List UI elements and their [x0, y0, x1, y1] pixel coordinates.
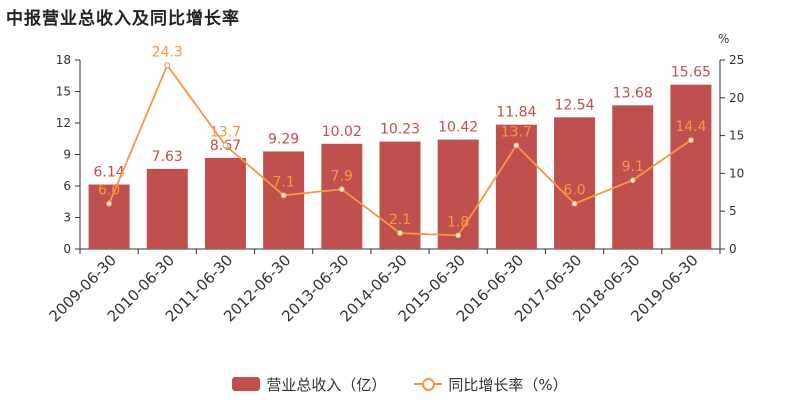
bar: [612, 105, 654, 249]
growth-point: [455, 232, 462, 239]
legend-item-growth[interactable]: 同比增长率（%）: [414, 374, 568, 395]
growth-value-label: 1.8: [447, 214, 469, 230]
y-left-tick-label: 18: [56, 53, 71, 67]
growth-point: [164, 62, 171, 69]
bar-value-label: 7.63: [152, 149, 183, 165]
y-right-tick-label: 25: [729, 53, 744, 67]
y-left-tick-label: 0: [63, 242, 71, 256]
bar-value-label: 11.84: [496, 105, 536, 121]
legend-label-growth: 同比增长率（%）: [448, 375, 568, 394]
growth-value-label: 7.1: [273, 174, 295, 190]
bar-value-label: 13.68: [613, 85, 653, 101]
bar-value-label: 15.65: [671, 65, 711, 81]
growth-point: [629, 177, 636, 184]
bar-value-label: 6.14: [94, 165, 125, 181]
y-left-tick-label: 6: [63, 179, 71, 193]
growth-point: [106, 200, 113, 207]
bar-value-label: 9.29: [268, 131, 299, 147]
y-left-tick-label: 15: [56, 85, 71, 99]
legend-bar-swatch-icon: [232, 377, 261, 391]
growth-point: [687, 137, 694, 144]
growth-value-label: 13.7: [501, 124, 532, 140]
y-left-tick-label: 3: [63, 211, 71, 225]
y-left-tick-label: 9: [63, 148, 71, 162]
y-right-unit-label: %: [718, 32, 729, 46]
legend-label-revenue: 营业总收入（亿）: [266, 375, 387, 394]
bar: [88, 184, 130, 249]
growth-value-label: 6.0: [98, 183, 120, 199]
y-right-tick-label: 10: [729, 166, 744, 180]
growth-value-label: 24.3: [152, 44, 183, 60]
bar: [204, 157, 246, 249]
growth-value-label: 9.1: [622, 159, 644, 175]
y-right-tick-label: 15: [729, 129, 744, 143]
growth-point: [338, 186, 345, 193]
growth-point: [571, 200, 578, 207]
legend-item-revenue[interactable]: 营业总收入（亿）: [232, 374, 386, 395]
growth-point: [222, 142, 229, 149]
growth-value-label: 2.1: [389, 212, 411, 228]
bar: [263, 151, 305, 249]
bar: [437, 139, 479, 249]
y-right-tick-label: 0: [729, 242, 737, 256]
growth-value-label: 7.9: [331, 168, 353, 184]
bar: [670, 84, 712, 249]
growth-point: [513, 142, 520, 149]
growth-point: [397, 230, 403, 237]
legend-line-swatch-icon: [414, 377, 443, 391]
bar: [554, 117, 596, 249]
growth-value-label: 6.0: [563, 183, 585, 199]
chart-title: 中报营业总收入及同比增长率: [6, 9, 240, 29]
bar-value-label: 10.23: [380, 122, 420, 138]
y-right-tick-label: 20: [729, 91, 744, 105]
growth-point: [280, 192, 287, 199]
bar-value-label: 10.02: [322, 124, 362, 140]
legend: 营业总收入（亿） 同比增长率（%）: [0, 372, 800, 396]
bar-value-label: 12.54: [554, 97, 594, 113]
bar: [321, 143, 363, 249]
growth-value-label: 13.7: [210, 124, 241, 140]
y-left-tick-label: 12: [56, 116, 71, 130]
y-right-tick-label: 5: [729, 204, 737, 218]
bar-value-label: 10.42: [438, 120, 478, 136]
bar: [146, 168, 188, 249]
growth-value-label: 14.4: [675, 119, 706, 135]
